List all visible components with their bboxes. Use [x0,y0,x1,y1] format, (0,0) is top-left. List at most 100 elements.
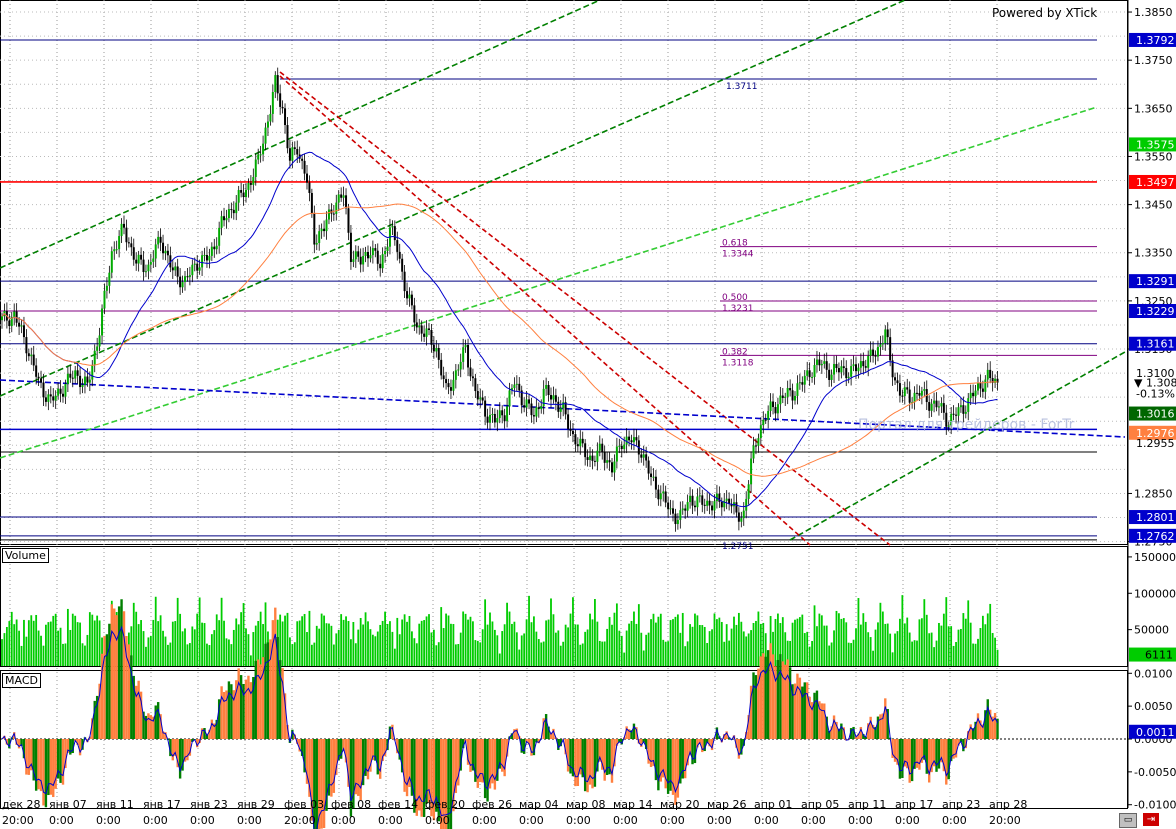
candle-body [508,390,511,407]
candle-body [284,108,287,126]
volume-bar [98,620,101,666]
candle-body [98,335,101,347]
volume-bar [86,634,89,666]
candle-body [418,325,421,328]
volume-bar [198,597,201,666]
candle-body [654,476,657,490]
volume-bar [984,624,987,666]
volume-bar [845,622,848,666]
candle-body [423,333,426,337]
candle-body [632,437,635,443]
volume-bar [301,616,304,666]
candle-body [498,410,501,419]
exit-icon[interactable]: ⇥ [1143,813,1159,826]
volume-bar [840,618,843,666]
volume-bar [511,623,513,666]
candle-body [808,370,811,378]
channel-outer [0,106,1098,459]
candle-body [264,127,267,144]
volume-bar [996,649,999,666]
candle-body [640,454,643,458]
candle-body [13,311,16,317]
candle-body [859,361,862,368]
candle-body [659,493,662,500]
volume-bar [491,621,494,666]
candle-body [367,251,369,259]
volume-bar [174,621,177,666]
candle-body [120,223,123,237]
channel-upper [0,0,601,269]
volume-bar [74,615,77,666]
candle-body [815,359,818,365]
candle-body [435,347,438,352]
volume-bar [545,620,548,666]
candle-body [179,276,182,288]
price-tag-bg [1129,32,1176,47]
candle-body [996,378,999,383]
volume-bar [957,629,960,666]
volume-bar [686,641,689,666]
candle-body [525,399,528,408]
volume-bar [740,621,743,666]
volume-bar [811,640,813,666]
x-date-label: фев 03 [284,798,324,811]
x-date-label: янв 17 [143,798,181,811]
volume-bar [169,642,172,666]
candle-body [972,392,975,397]
volume-bar [747,633,750,666]
price-tag-bg [1129,174,1176,189]
candle-body [49,394,52,397]
brand-label: Powered by XTick [992,6,1098,20]
volume-bar [745,636,748,666]
price-tag-bg [1129,510,1176,525]
volume-bar [328,623,330,666]
volume-bar [708,631,711,666]
candle-body [535,407,538,417]
price-tick-label: 1.3550 [1134,150,1173,163]
candle-body [242,192,245,198]
scroll-icon[interactable]: ▭ [1119,813,1137,828]
volume-bar [3,633,6,666]
volume-bar [569,613,572,666]
candle-body [440,359,443,376]
volume-bar [615,603,618,666]
candle-body [186,276,189,278]
candle-body [62,393,64,397]
volume-bar [171,621,174,666]
candle-body [352,259,355,262]
volume-bar [891,652,894,666]
volume-bar [391,631,394,666]
volume-bar [733,616,735,666]
volume-bar [345,616,347,666]
volume-bar [713,613,716,666]
candle-body [379,263,382,269]
volume-bar [728,640,731,666]
volume-bar [852,639,855,666]
candle-body [557,401,560,412]
volume-bar [628,623,630,666]
candle-body [371,248,374,256]
candle-body [574,434,577,445]
volume-bar [525,619,528,666]
volume-bar [432,629,435,666]
candle-body [974,390,977,397]
volume-bar [479,642,482,666]
volume-bar [674,616,677,666]
ma-slow [1,203,998,477]
candle-body [562,402,565,409]
macd-title: MACD [2,673,41,688]
candle-body [757,438,760,446]
volume-bar [684,646,687,666]
volume-bar [874,629,877,666]
volume-bar [450,623,452,666]
candle-body [220,216,223,228]
volume-bar [864,621,867,666]
candle-body [833,363,836,375]
volume-bar [942,613,945,666]
candle-body [340,194,343,198]
candle-body [459,361,462,370]
fib-ratio-1: 0.500 [722,293,748,303]
candle-body [59,388,62,394]
volume-bar [384,611,386,666]
